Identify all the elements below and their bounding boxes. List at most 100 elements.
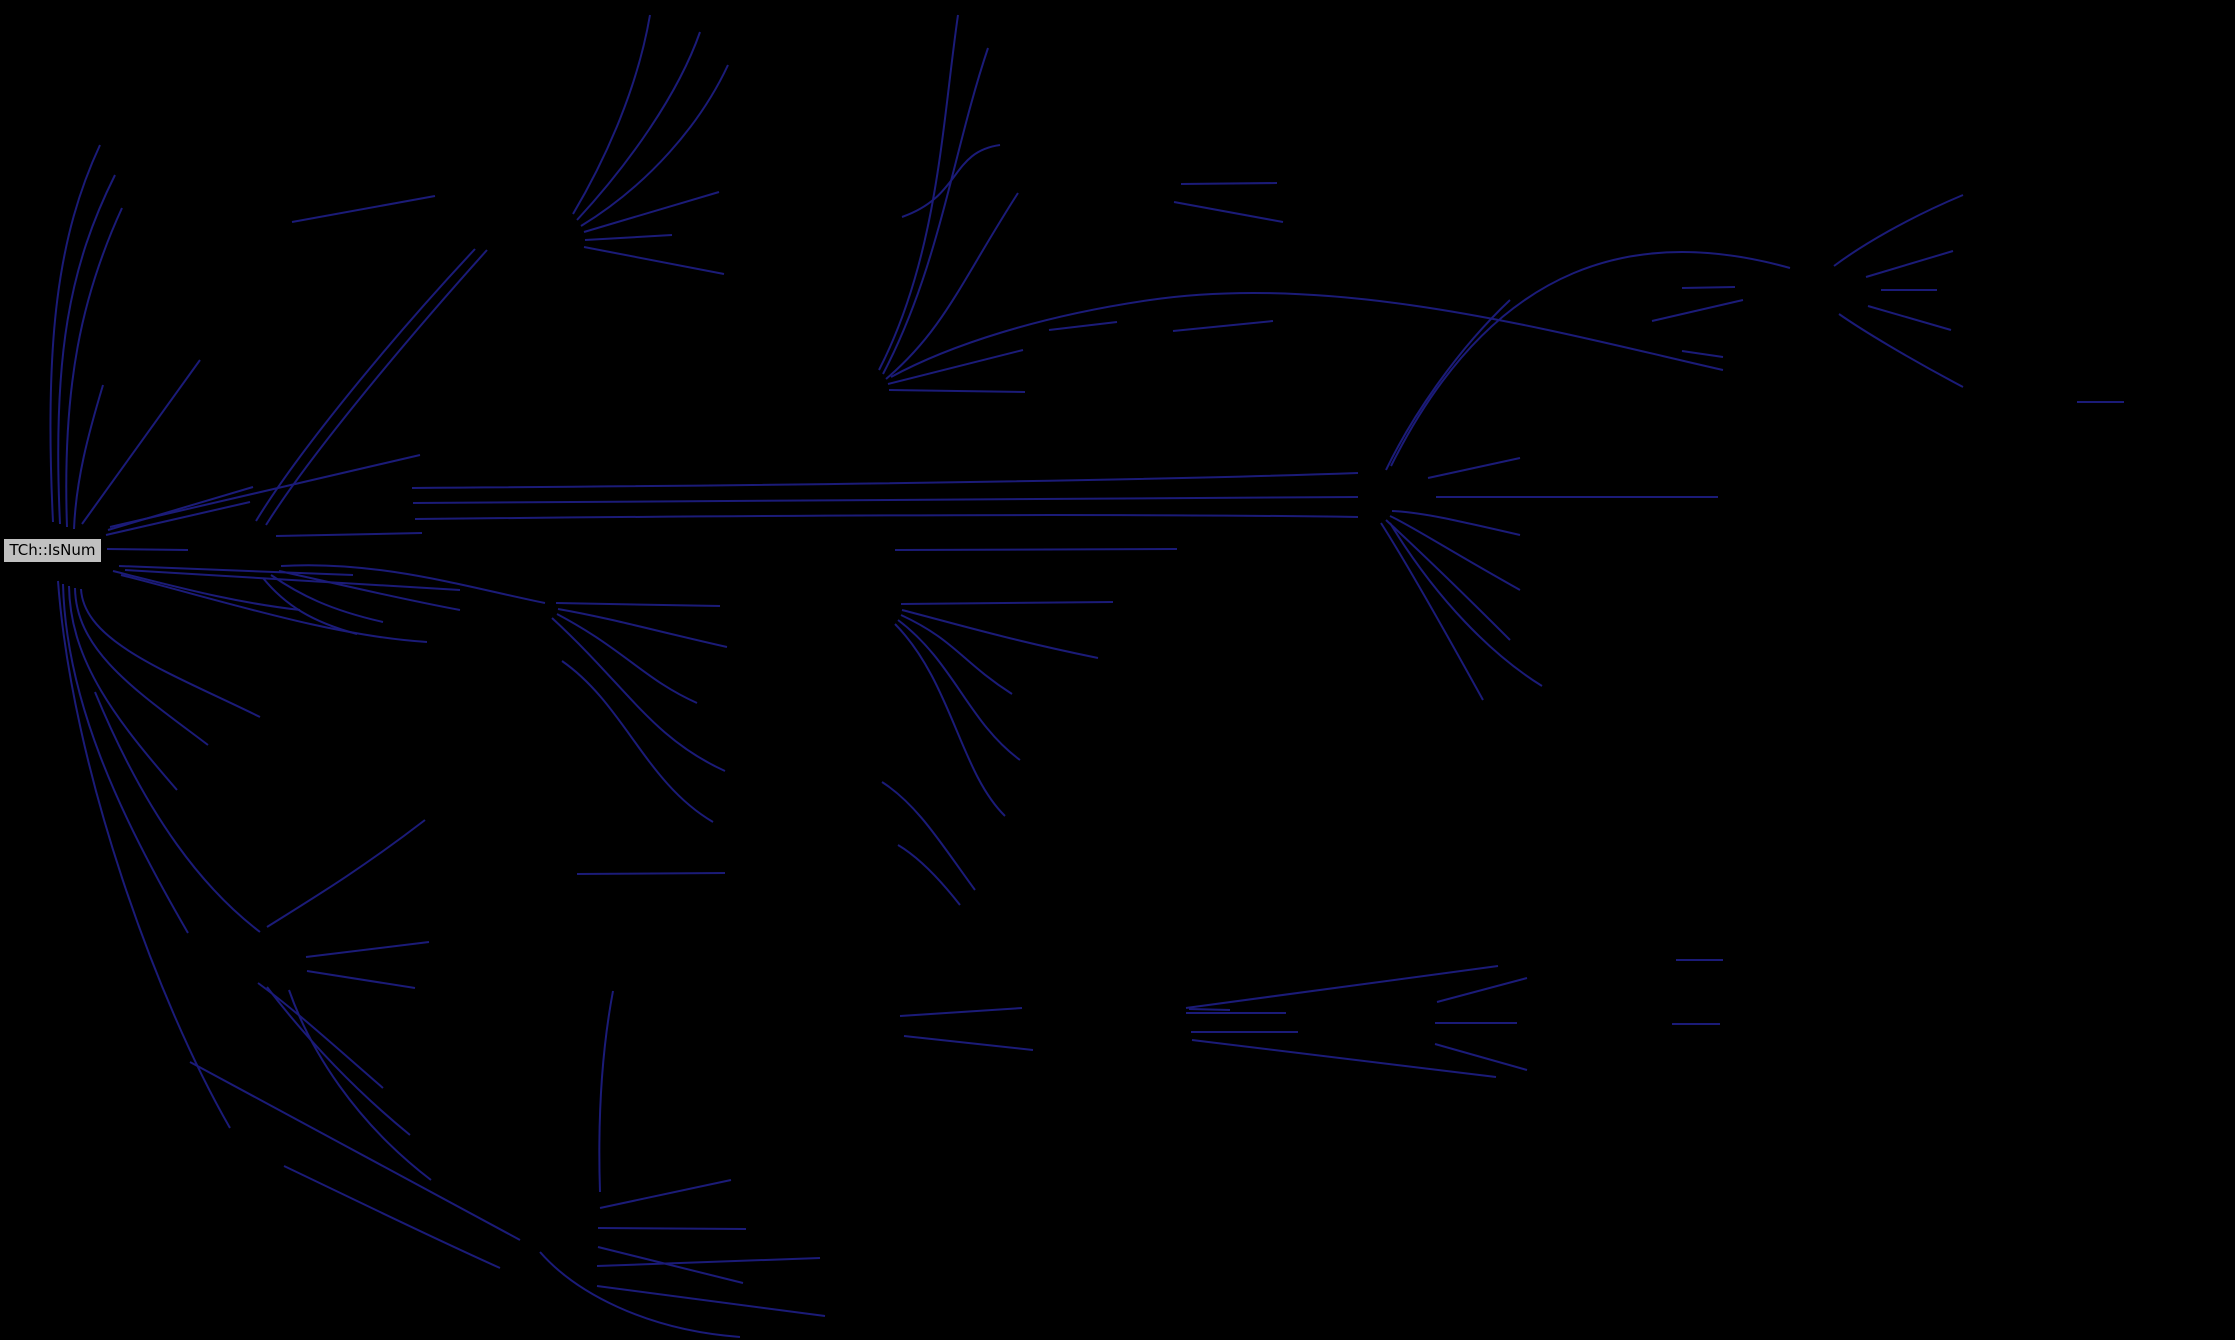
graph-edge (283, 1165, 501, 1269)
graph-edge (1681, 286, 1736, 289)
graph-edge (266, 986, 411, 1136)
graph-edge (1385, 299, 1511, 471)
graph-edge (894, 548, 1178, 551)
graph-edge (878, 14, 959, 371)
graph-edge (882, 47, 989, 375)
graph-edge (288, 989, 432, 1181)
graph-edge (597, 1246, 744, 1284)
graph-edge (1436, 977, 1528, 1003)
graph-edge (120, 574, 428, 643)
graph-edge (580, 64, 729, 227)
graph-edge (899, 1007, 1023, 1017)
graph-edge (124, 569, 461, 591)
graph-edge (1434, 1043, 1528, 1071)
graph-edge (555, 602, 721, 607)
graph-edge (1185, 965, 1499, 1009)
graph-edge (305, 941, 430, 958)
graph-edge (551, 617, 726, 772)
graph-edge (598, 990, 614, 1193)
graph-edge (94, 691, 261, 933)
graph-edge (189, 1061, 521, 1241)
graph-edge (106, 548, 189, 551)
graph-edge (901, 609, 1099, 659)
graph-edge (897, 619, 1021, 761)
node-tch-isnum-label: TCh::IsNum (9, 541, 96, 559)
graph-edge (1390, 250, 1791, 467)
graph-edge (887, 349, 1024, 385)
graph-edge (107, 486, 254, 531)
graph-edge (597, 1227, 747, 1230)
graph-edge (557, 608, 728, 648)
graph-edge (556, 613, 698, 704)
graph-edge (306, 970, 416, 989)
graph-edge (62, 583, 189, 934)
graph-edge (81, 359, 201, 525)
graph-edge (275, 532, 423, 537)
graph-edge (599, 1179, 732, 1209)
graph-edge (68, 585, 178, 791)
graph-edge (262, 577, 358, 635)
graph-edge (291, 195, 436, 223)
graph-edge (584, 234, 673, 241)
graph-edge (57, 580, 231, 1129)
graph-edge (881, 781, 976, 891)
graph-edge (888, 389, 1026, 393)
graph-edge (900, 614, 1013, 695)
node-tch-isnum[interactable]: TCh::IsNum (3, 538, 102, 563)
graph-edge (1833, 194, 1964, 267)
graph-edge (266, 819, 426, 928)
graph-edge (280, 564, 546, 604)
graph-edge (118, 565, 354, 576)
graph-edge (255, 248, 476, 522)
graph-edges (49, 14, 2124, 1338)
graph-edge (1048, 321, 1118, 331)
graph-edge (903, 1035, 1034, 1051)
graph-edge (265, 249, 488, 526)
graph-edge (112, 570, 301, 611)
graph-edge (1867, 305, 1952, 331)
graph-edge (1173, 201, 1284, 223)
graph-edge (596, 1257, 821, 1267)
graph-edge (890, 291, 1724, 378)
graph-edge (596, 1285, 826, 1317)
graph-edge (65, 207, 123, 528)
graph-edge (278, 570, 461, 611)
graph-edge (583, 246, 725, 275)
graph-edge (1172, 320, 1274, 332)
graph-edge (1427, 457, 1521, 479)
graph-edge (1188, 1008, 1231, 1011)
graph-edge (1651, 299, 1744, 322)
graph-edge (49, 144, 101, 523)
graph-edge (411, 472, 1359, 489)
graph-edge (105, 501, 251, 536)
graph-edge (1838, 313, 1964, 388)
graph-edge (1389, 522, 1543, 687)
graph-edge (572, 14, 651, 215)
graph-edge (270, 574, 384, 623)
graph-edge (576, 31, 701, 221)
graph-edge (897, 844, 961, 906)
graph-edge (1389, 515, 1521, 591)
graph-edge (57, 174, 116, 525)
graph-edge (412, 496, 1359, 504)
graph-edge (1380, 522, 1484, 701)
graph-edge (1391, 510, 1521, 536)
graph-edge (539, 1251, 741, 1338)
graph-edge (80, 588, 261, 718)
graph-edge (73, 384, 104, 530)
graph-edge (885, 192, 1019, 380)
graph-edge (414, 514, 1359, 520)
graph-edge (561, 660, 714, 823)
graph-edge (583, 191, 720, 233)
graph-edge (900, 601, 1114, 605)
graph-edge (1865, 250, 1954, 278)
graph-edge (1681, 350, 1724, 358)
graph-edge (576, 872, 726, 875)
graph-edge (901, 144, 1001, 218)
graph-edge (1191, 1039, 1497, 1078)
graph-edge (74, 587, 209, 746)
graph-edge (1180, 182, 1278, 185)
graph-edge (894, 623, 1006, 817)
